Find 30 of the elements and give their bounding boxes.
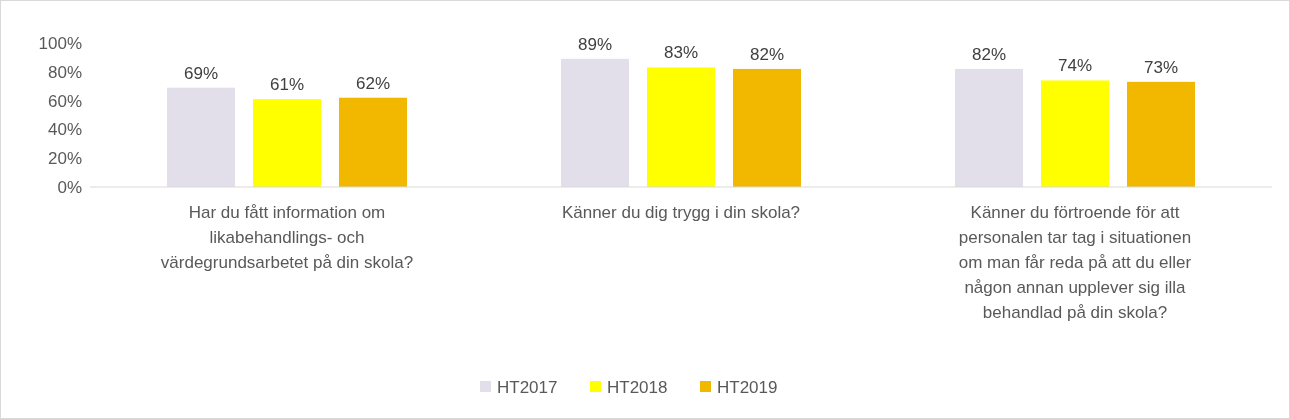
- bar: [339, 97, 407, 187]
- x-tick-label: Känner du dig trygg i din skola?: [561, 203, 801, 222]
- data-label: 69%: [183, 63, 219, 83]
- bar: [253, 99, 321, 187]
- y-tick-label: 100%: [38, 33, 82, 53]
- bar: [955, 68, 1023, 187]
- bar: [1127, 81, 1195, 187]
- y-tick-label: 80%: [47, 62, 82, 82]
- data-label: 74%: [1057, 56, 1093, 76]
- data-label: 82%: [749, 44, 785, 64]
- data-label: 62%: [355, 73, 391, 93]
- data-label: 82%: [971, 44, 1007, 64]
- bar: [733, 68, 801, 187]
- legend-label: HT2017: [497, 377, 558, 397]
- x-tick-label: Har du fått information om likabehandlings- och värdegrundsarbetet på din skola?: [160, 203, 414, 272]
- y-tick-label: 60%: [47, 91, 82, 111]
- legend-label: HT2019: [717, 377, 778, 397]
- bar: [647, 67, 715, 187]
- bar: [561, 58, 629, 187]
- legend-label: HT2018: [607, 377, 668, 397]
- bar: [1041, 80, 1109, 187]
- data-label: 83%: [663, 43, 699, 63]
- data-label: 73%: [1143, 57, 1179, 77]
- bar: [167, 87, 235, 187]
- data-label: 61%: [269, 75, 305, 95]
- data-label: 89%: [577, 34, 613, 54]
- y-tick-label: 20%: [47, 149, 82, 169]
- x-tick-label: Känner du förtroende för att personalen tar tag i situationen om man får reda på att du eller någon annan upplever sig illa behandlad på din skola?: [958, 203, 1192, 322]
- y-tick-label: 40%: [47, 120, 82, 140]
- y-tick-label: 0%: [57, 177, 82, 197]
